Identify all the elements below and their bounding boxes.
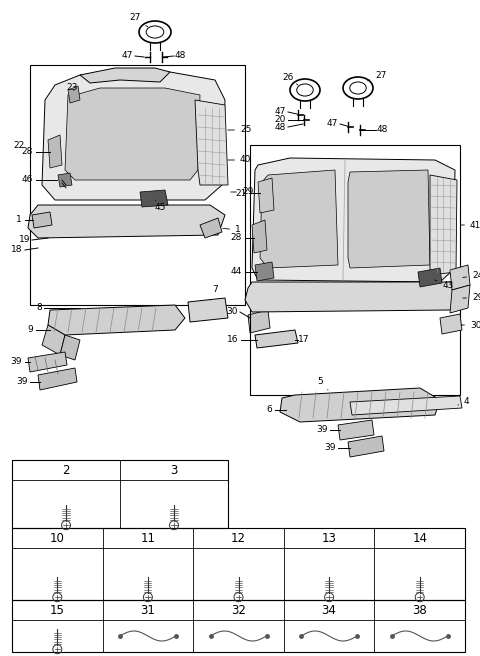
Text: 47: 47 <box>326 119 338 129</box>
Text: 39: 39 <box>11 358 22 367</box>
Polygon shape <box>248 310 270 333</box>
Text: 45: 45 <box>154 200 166 213</box>
Text: 15: 15 <box>50 604 65 617</box>
Polygon shape <box>255 330 298 348</box>
Text: 18: 18 <box>11 245 22 255</box>
Text: 30: 30 <box>227 308 238 316</box>
Text: 1: 1 <box>223 226 241 234</box>
Polygon shape <box>60 335 80 360</box>
Text: 24: 24 <box>463 270 480 279</box>
Polygon shape <box>418 268 442 287</box>
Polygon shape <box>348 170 430 268</box>
Polygon shape <box>42 325 65 355</box>
Text: 8: 8 <box>36 304 42 312</box>
Text: 38: 38 <box>412 604 427 617</box>
Text: 40: 40 <box>228 155 252 165</box>
Polygon shape <box>258 178 274 213</box>
Text: 48: 48 <box>275 123 286 131</box>
Polygon shape <box>338 420 374 440</box>
Text: 10: 10 <box>50 531 65 544</box>
Bar <box>250 145 460 395</box>
Text: 13: 13 <box>322 531 336 544</box>
Text: 14: 14 <box>412 531 427 544</box>
Text: 26: 26 <box>282 73 298 85</box>
Polygon shape <box>188 298 228 322</box>
Text: 19: 19 <box>19 236 30 245</box>
Polygon shape <box>65 88 200 180</box>
Text: 17: 17 <box>298 335 310 344</box>
Polygon shape <box>200 218 222 238</box>
Bar <box>12 528 465 600</box>
Text: 7: 7 <box>210 285 218 300</box>
Text: 2: 2 <box>62 464 70 476</box>
Polygon shape <box>245 282 460 312</box>
Polygon shape <box>42 72 225 200</box>
Bar <box>12 600 465 652</box>
Polygon shape <box>252 220 267 253</box>
Polygon shape <box>348 436 384 457</box>
Text: 39: 39 <box>324 443 336 453</box>
Text: 4: 4 <box>458 398 469 407</box>
Text: 47: 47 <box>121 52 133 60</box>
Polygon shape <box>450 265 470 290</box>
Ellipse shape <box>350 82 366 94</box>
Text: 9: 9 <box>27 325 33 335</box>
Text: 44: 44 <box>231 268 242 276</box>
Text: 22: 22 <box>14 140 25 150</box>
Polygon shape <box>48 135 62 168</box>
Text: 28: 28 <box>22 148 33 157</box>
Polygon shape <box>32 212 52 228</box>
Text: 11: 11 <box>140 531 156 544</box>
Text: 12: 12 <box>231 531 246 544</box>
Text: 23: 23 <box>66 83 78 92</box>
Text: 39: 39 <box>16 377 28 386</box>
Text: 3: 3 <box>170 464 178 476</box>
Text: 48: 48 <box>377 125 388 134</box>
Text: 39: 39 <box>316 426 328 434</box>
Text: 32: 32 <box>231 604 246 617</box>
Text: 28: 28 <box>230 234 242 243</box>
Text: 30: 30 <box>461 321 480 329</box>
Text: 29: 29 <box>231 188 253 197</box>
Text: 20: 20 <box>275 115 286 125</box>
Text: 48: 48 <box>175 52 186 60</box>
Text: 29: 29 <box>463 293 480 302</box>
Bar <box>30 65 245 305</box>
Polygon shape <box>252 158 455 282</box>
Text: 41: 41 <box>461 220 480 230</box>
Polygon shape <box>440 314 462 334</box>
Text: 16: 16 <box>227 335 238 344</box>
Ellipse shape <box>146 26 164 38</box>
Text: 43: 43 <box>435 280 454 289</box>
Polygon shape <box>255 262 274 281</box>
Polygon shape <box>28 352 67 372</box>
Polygon shape <box>260 170 338 268</box>
Text: 31: 31 <box>141 604 156 617</box>
Polygon shape <box>58 173 72 187</box>
Polygon shape <box>38 368 77 390</box>
Text: 1: 1 <box>16 216 22 224</box>
Text: 6: 6 <box>266 405 272 415</box>
Text: 47: 47 <box>275 108 286 117</box>
Bar <box>12 460 228 528</box>
Polygon shape <box>80 68 170 83</box>
Text: 27: 27 <box>129 14 148 27</box>
Polygon shape <box>48 305 185 335</box>
Polygon shape <box>28 205 225 238</box>
Text: 21: 21 <box>236 188 247 197</box>
Text: 27: 27 <box>368 70 386 81</box>
Text: 46: 46 <box>22 176 33 184</box>
Text: 25: 25 <box>228 125 252 134</box>
Polygon shape <box>140 190 168 207</box>
Polygon shape <box>280 388 440 422</box>
Polygon shape <box>68 86 80 103</box>
Polygon shape <box>195 100 228 185</box>
Polygon shape <box>350 396 462 415</box>
Text: 34: 34 <box>322 604 336 617</box>
Text: 5: 5 <box>317 377 328 390</box>
Polygon shape <box>450 285 470 313</box>
Ellipse shape <box>297 84 313 96</box>
Polygon shape <box>430 175 457 275</box>
